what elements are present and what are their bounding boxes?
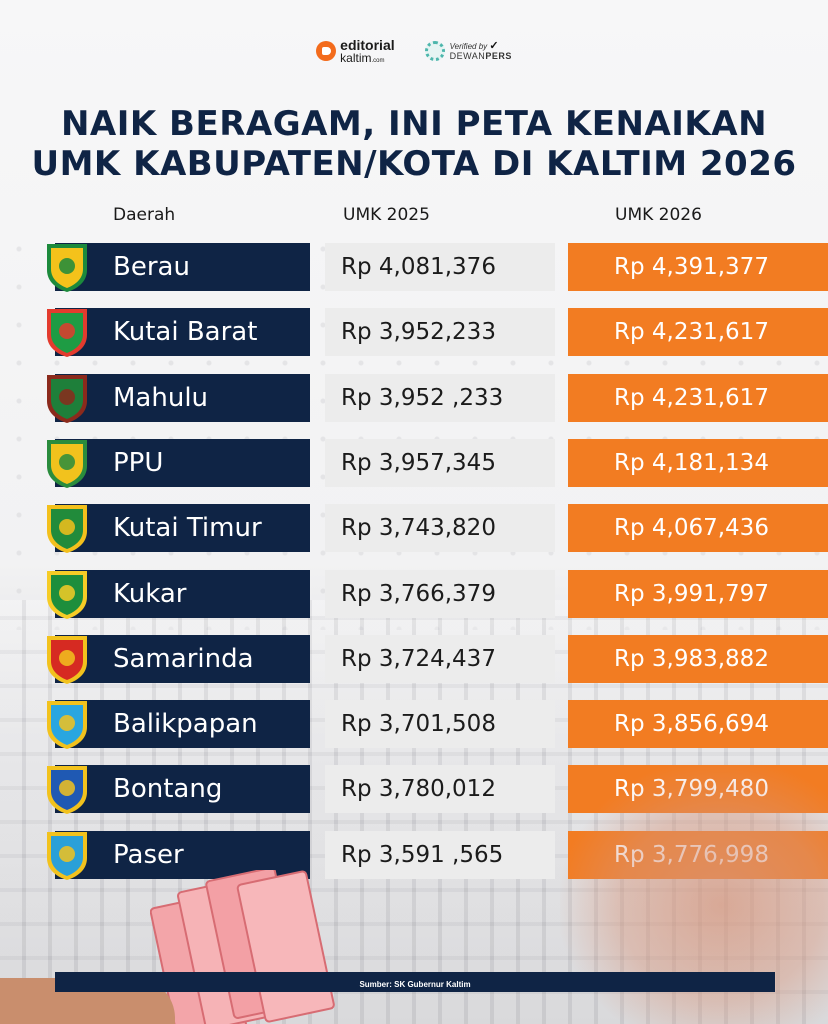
umk-2025-cell [325,373,555,422]
region-name: Paser [113,839,184,870]
table-row: Mahulu Rp 3,952 ,233 Rp 4,231,617 [0,373,828,423]
umk-2026-cell [568,504,828,553]
region-cell [55,700,310,749]
umk-2025-value: Rp 4,081,376 [341,254,496,280]
region-name: Balikpapan [113,709,258,740]
region-cell [55,243,310,291]
editorial-kaltim-logo: editorial kaltim.com [316,37,395,65]
brand-line1: editorial [340,37,395,53]
table-row: Kutai Timur Rp 3,743,820 Rp 4,067,436 [0,504,828,554]
region-cell [55,373,310,422]
umk-2026-cell [568,438,828,487]
umk-2025-value: Rp 3,780,012 [341,776,496,803]
umk-2026-value: Rp 4,067,436 [614,515,769,542]
umk-2026-value: Rp 3,983,882 [614,645,769,672]
brand-suffix: .com [371,58,385,64]
umk-2026-cell [568,308,828,357]
umk-2025-value: Rp 3,743,820 [341,515,496,542]
umk-2026-cell [568,634,828,683]
mahulu-emblem-icon [47,374,87,423]
source-footer: Sumber: SK Gubernur Kaltim [55,972,775,992]
pers-label: PERS [485,51,512,62]
region-cell [55,634,310,683]
umk-2026-cell [568,243,828,291]
umk-2026-value: Rp 4,231,617 [614,384,769,411]
kukar-emblem-icon [47,570,87,619]
page-title: NAIK BERAGAM, INI PETA KENAIKAN UMK KABU… [0,104,828,184]
berau-emblem-icon [47,244,87,292]
umk-2025-value: Rp 3,957,345 [341,449,496,476]
umk-2025-cell [325,438,555,487]
column-header-region: Daerah [113,205,176,225]
ppu-emblem-icon [47,439,87,488]
umk-2026-value: Rp 4,231,617 [614,319,769,346]
banknotes-illustration [150,870,335,1024]
region-name: Samarinda [113,643,254,674]
balikpapan-emblem-icon [47,701,87,750]
verified-label: Verified by [449,42,488,51]
brand-line2: kaltim [340,51,372,65]
umk-2025-value: Rp 3,952,233 [341,319,496,346]
region-name: Bontang [113,774,223,805]
umk-2025-cell [325,765,555,814]
column-header-umk-2025: UMK 2025 [343,205,430,225]
table-row: PPU Rp 3,957,345 Rp 4,181,134 [0,438,828,488]
umk-2026-value: Rp 4,181,134 [614,449,769,476]
umk-2025-value: Rp 3,952 ,233 [341,384,504,411]
region-cell [55,504,310,553]
region-cell [55,438,310,487]
umk-2026-cell [568,569,828,618]
column-header-umk-2026: UMK 2026 [615,205,702,225]
umk-2025-value: Rp 3,591 ,565 [341,841,504,868]
samarinda-emblem-icon [47,635,87,684]
title-line1: NAIK BERAGAM, INI PETA KENAIKAN [60,104,768,144]
kutai-timur-emblem-icon [47,505,87,554]
region-name: Kutai Timur [113,513,262,544]
region-name: Kutai Barat [113,317,258,348]
paser-emblem-icon [47,831,87,880]
umk-2025-cell [325,634,555,683]
umk-2026-value: Rp 3,856,694 [614,711,769,738]
region-name: Berau [113,252,190,282]
table-row: Samarinda Rp 3,724,437 Rp 3,983,882 [0,634,828,684]
umk-2025-value: Rp 3,701,508 [341,711,496,738]
umk-2025-cell [325,243,555,291]
umk-2025-cell [325,830,555,879]
kutai-barat-emblem-icon [47,309,87,358]
bontang-emblem-icon [47,766,87,815]
title-line2: UMK KABUPATEN/KOTA DI KALTIM 2026 [31,144,797,184]
table-row: Kutai Barat Rp 3,952,233 Rp 4,231,617 [0,308,828,358]
umk-2025-value: Rp 3,724,437 [341,645,496,672]
header-logos: editorial kaltim.com Verified by ✓ DEWAN… [0,34,828,68]
umk-2025-value: Rp 3,766,379 [341,580,496,607]
source-text: Sumber: SK Gubernur Kaltim [359,980,471,989]
check-icon: ✓ [489,40,499,52]
dewan-label: DEWAN [449,51,486,62]
region-name: Kukar [113,578,187,609]
umk-2026-cell [568,373,828,422]
table-row: Balikpapan Rp 3,701,508 Rp 3,856,694 [0,700,828,750]
umk-2026-value: Rp 3,991,797 [614,580,769,607]
umk-2025-cell [325,569,555,618]
umk-2026-cell [568,700,828,749]
table-row: Kukar Rp 3,766,379 Rp 3,991,797 [0,569,828,619]
region-name: PPU [113,447,164,478]
region-cell [55,569,310,618]
umk-2025-cell [325,308,555,357]
editorial-kaltim-mark-icon [316,41,337,61]
umk-2025-cell [325,700,555,749]
umk-2025-cell [325,504,555,553]
table-row: Berau Rp 4,081,376 Rp 4,391,377 [0,243,828,292]
region-cell [55,765,310,814]
region-cell [55,308,310,357]
region-name: Mahulu [113,382,209,413]
umk-2026-value: Rp 4,391,377 [614,254,769,280]
background-pattern [0,230,828,630]
dewan-pers-mark-icon [424,40,445,61]
dewan-pers-logo: Verified by ✓ DEWANPERS [424,40,512,62]
